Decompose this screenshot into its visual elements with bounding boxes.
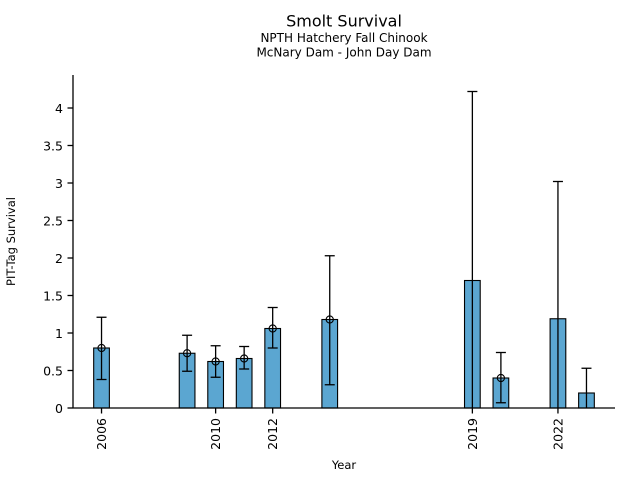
chart-subtitle-line2: McNary Dam - John Day Dam	[256, 46, 431, 60]
marker-2006	[97, 343, 106, 353]
error-bars-group	[96, 90, 592, 408]
y-tick-label-3: 3	[55, 176, 63, 191]
marker-2012	[268, 324, 277, 333]
x-tick-label-2022: 2022	[550, 418, 565, 450]
y-tick-label-0.5: 0.5	[43, 364, 63, 379]
chart-subtitle-line1: NPTH Hatchery Fall Chinook	[260, 31, 427, 45]
y-tick-label-1: 1	[55, 326, 63, 341]
y-tick-label-2: 2	[55, 251, 63, 266]
x-axis-ticks-group: 2006 2010 2012 2019 2022	[94, 408, 565, 450]
y-axis-label: PIT-Tag Survival	[4, 197, 18, 286]
bars-group	[93, 279, 595, 409]
x-axis-label: Year	[331, 458, 357, 472]
marker-2020	[496, 373, 506, 383]
x-tick-label-2019: 2019	[465, 418, 480, 450]
x-tick-label-2010: 2010	[208, 418, 223, 450]
x-tick-label-2006: 2006	[94, 418, 109, 450]
marker-2014	[325, 315, 334, 324]
marker-2011	[240, 354, 249, 363]
y-tick-label-4: 4	[55, 101, 63, 116]
y-tick-label-0: 0	[55, 401, 63, 416]
marker-2010	[211, 357, 220, 366]
y-tick-label-3.5: 3.5	[43, 139, 63, 154]
x-tick-label-2012: 2012	[265, 418, 280, 450]
markers-group	[97, 315, 506, 383]
chart-title: Smolt Survival	[286, 12, 402, 31]
y-tick-label-2.5: 2.5	[43, 214, 63, 229]
y-axis-ticks-group: 0 0.5 1 1.5 2 2.5 3 3.5 4	[43, 101, 73, 416]
marker-2009	[182, 349, 192, 358]
y-tick-label-1.5: 1.5	[43, 289, 63, 304]
